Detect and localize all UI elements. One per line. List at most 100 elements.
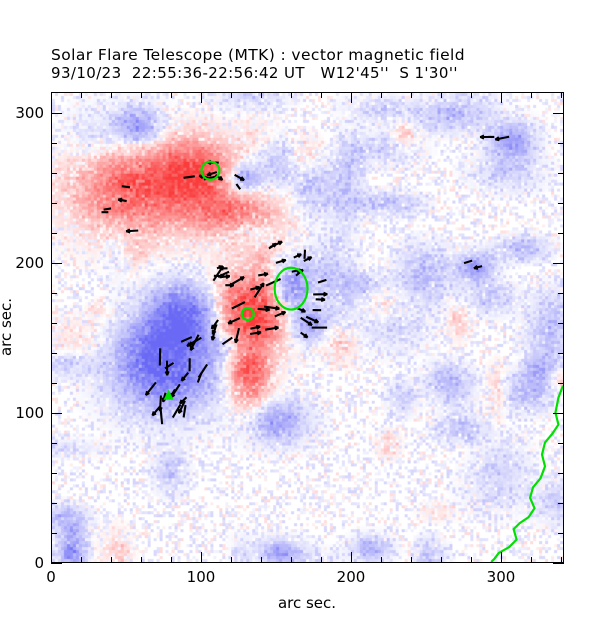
field-vector-arrow xyxy=(180,336,193,343)
marker-triangle xyxy=(163,389,174,400)
axis-tick xyxy=(231,557,233,563)
umbra-contour xyxy=(200,160,221,181)
axis-tick xyxy=(51,533,57,535)
field-vector-arrow xyxy=(196,372,203,383)
axis-tick xyxy=(558,353,564,355)
axis-tick xyxy=(111,557,113,563)
axis-tick xyxy=(351,552,353,563)
field-vector-arrow xyxy=(177,400,186,414)
axis-tick xyxy=(171,557,173,563)
field-vector-arrow xyxy=(159,408,164,425)
axis-tick xyxy=(81,92,83,98)
axis-tick xyxy=(558,533,564,535)
y-tick-label: 300 xyxy=(15,104,44,122)
axis-tick xyxy=(558,503,564,505)
axis-tick xyxy=(501,92,503,103)
axis-tick xyxy=(291,92,293,98)
field-vector-arrow xyxy=(183,175,195,179)
field-vector-arrow xyxy=(121,185,131,189)
axis-tick xyxy=(351,92,353,103)
field-vector-arrow xyxy=(164,360,170,376)
field-vector-arrow xyxy=(257,306,270,313)
axis-tick xyxy=(558,173,564,175)
field-vector-arrow xyxy=(473,264,483,270)
field-vector-arrow xyxy=(296,307,307,313)
axis-tick xyxy=(531,92,533,98)
field-vector-arrow xyxy=(125,228,139,234)
field-vector-arrow xyxy=(265,325,280,331)
field-vector-arrow xyxy=(315,297,326,303)
axis-tick xyxy=(411,557,413,563)
axis-tick xyxy=(411,92,413,98)
y-tick-label: 200 xyxy=(15,254,44,272)
axis-tick xyxy=(501,552,503,563)
axis-tick xyxy=(471,92,473,98)
field-vector-arrow xyxy=(463,259,473,265)
axis-tick xyxy=(441,92,443,98)
field-vector-arrow xyxy=(274,310,287,318)
field-vector-arrow xyxy=(303,256,313,263)
axis-tick xyxy=(531,557,533,563)
field-vector-arrow xyxy=(317,278,327,284)
axis-tick xyxy=(51,323,57,325)
y-axis-title: arc sec. xyxy=(0,297,15,357)
field-vector-arrow xyxy=(235,183,242,190)
field-vector-arrow xyxy=(157,395,163,412)
field-vector-arrow xyxy=(229,276,245,286)
axis-tick xyxy=(51,503,57,505)
field-vector-arrow xyxy=(263,305,280,311)
field-vector-arrow xyxy=(258,271,269,277)
field-vector-arrow xyxy=(313,291,328,297)
x-tick-label: 300 xyxy=(486,568,516,586)
field-vector-arrow xyxy=(221,336,233,346)
axis-tick xyxy=(558,383,564,385)
field-vector-arrow xyxy=(233,327,241,344)
axis-tick xyxy=(381,92,383,98)
field-vector-arrow xyxy=(217,270,230,278)
axis-tick xyxy=(558,203,564,205)
field-vector-arrow xyxy=(231,301,246,310)
field-vector-arrow xyxy=(479,134,495,140)
field-vector-arrow xyxy=(117,197,127,203)
axis-tick xyxy=(561,557,563,563)
figure-title: Solar Flare Telescope (MTK) : vector mag… xyxy=(51,46,465,64)
axis-tick xyxy=(558,323,564,325)
x-tick-label: 100 xyxy=(186,568,216,586)
axis-tick xyxy=(321,557,323,563)
axis-tick xyxy=(201,552,203,563)
field-vector-arrow xyxy=(265,278,282,287)
field-vector-arrow xyxy=(253,282,265,298)
axis-tick xyxy=(558,473,564,475)
field-vector-arrow xyxy=(171,404,182,419)
x-tick-label: 0 xyxy=(46,568,56,586)
field-vector-arrow xyxy=(268,242,277,250)
y-tick-label: 100 xyxy=(15,404,44,422)
figure-subtitle: 93/10/23 22:55:36-22:56:42 UT W12'45'' S… xyxy=(51,64,458,82)
axis-tick xyxy=(51,173,57,175)
axis-tick xyxy=(51,552,53,563)
axis-tick xyxy=(51,113,62,115)
axis-tick xyxy=(141,557,143,563)
axis-tick xyxy=(558,143,564,145)
axis-tick xyxy=(81,557,83,563)
vector-field-overlay xyxy=(101,134,563,562)
axis-tick xyxy=(553,113,564,115)
x-tick-label: 200 xyxy=(336,568,366,586)
field-vector-arrow xyxy=(293,253,302,259)
axis-tick xyxy=(51,473,57,475)
axis-tick xyxy=(51,92,53,103)
axis-tick xyxy=(51,143,57,145)
axis-tick xyxy=(141,92,143,98)
solar-limb-contour xyxy=(490,385,563,562)
axis-tick xyxy=(51,563,62,565)
axis-tick xyxy=(553,263,564,265)
axis-tick xyxy=(51,233,57,235)
axis-tick xyxy=(558,233,564,235)
field-vector-arrow xyxy=(249,330,262,336)
axis-tick xyxy=(111,92,113,98)
axis-tick xyxy=(553,413,564,415)
axis-tick xyxy=(321,92,323,98)
field-vector-arrow xyxy=(234,173,245,182)
plot-area xyxy=(51,92,564,563)
